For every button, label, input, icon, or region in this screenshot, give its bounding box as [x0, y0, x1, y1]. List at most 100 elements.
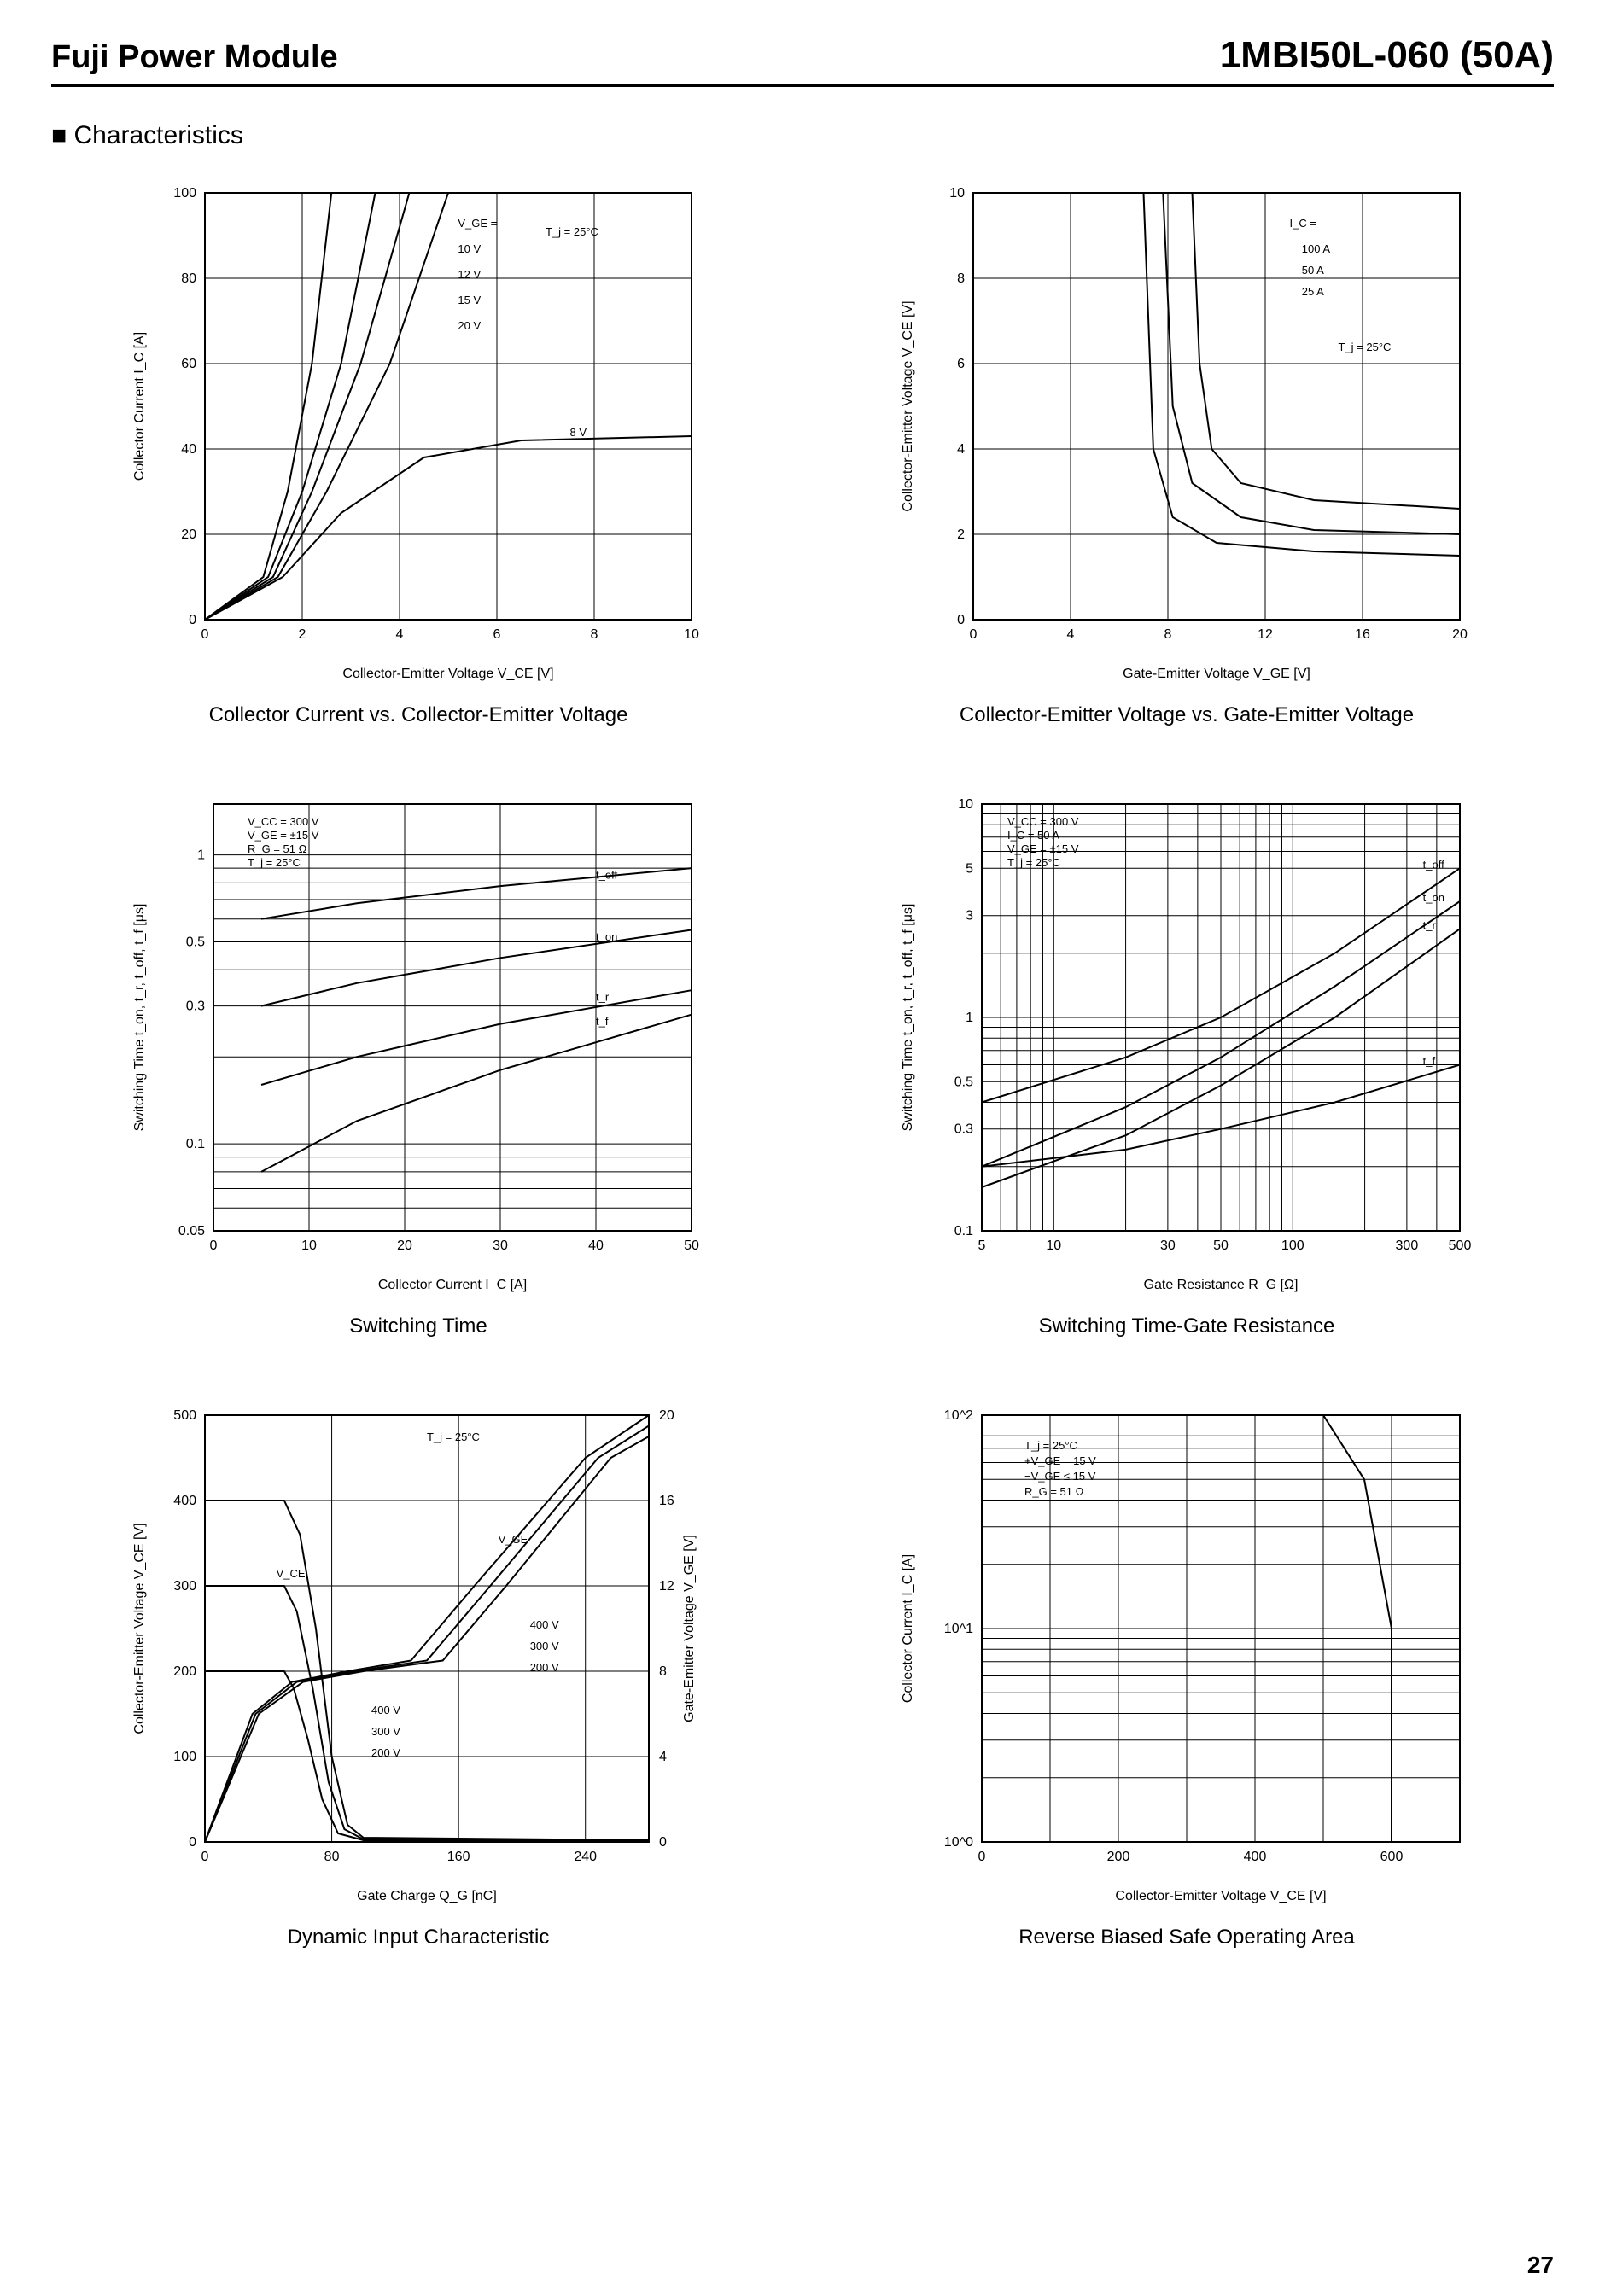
svg-text:20: 20: [397, 1238, 412, 1253]
svg-text:Gate-Emitter Voltage V_GE [V]: Gate-Emitter Voltage V_GE [V]: [682, 1535, 697, 1722]
chart-c4: 51030501003005000.10.30.513510t_offt_ont…: [854, 787, 1520, 1338]
svg-text:V_GE = ±15 V: V_GE = ±15 V: [1007, 842, 1079, 855]
svg-text:80: 80: [181, 271, 196, 286]
brand-title: Fuji Power Module: [51, 39, 338, 76]
svg-text:40: 40: [181, 442, 196, 457]
svg-text:300 V: 300 V: [371, 1725, 400, 1738]
svg-text:4: 4: [1067, 627, 1075, 642]
svg-text:50 A: 50 A: [1302, 264, 1324, 277]
svg-text:10: 10: [949, 186, 965, 201]
svg-text:T_j = 25°C: T_j = 25°C: [1339, 341, 1392, 353]
svg-text:60: 60: [181, 357, 196, 371]
svg-text:R_G = 51 Ω: R_G = 51 Ω: [248, 842, 307, 855]
svg-text:T_j = 25°C: T_j = 25°C: [427, 1431, 480, 1443]
svg-text:30: 30: [1160, 1238, 1176, 1253]
svg-text:3: 3: [966, 909, 973, 924]
chart-c2: 0481216200246810I_C =100 A50 A25 AT_j = …: [854, 176, 1520, 727]
svg-text:500: 500: [173, 1408, 196, 1423]
svg-text:t_r: t_r: [596, 990, 610, 1003]
svg-text:0.1: 0.1: [186, 1137, 205, 1151]
svg-text:160: 160: [447, 1850, 470, 1864]
chart-c1: 0246810020406080100V_GE =10 V12 V15 V20 …: [85, 176, 751, 727]
svg-text:8 V: 8 V: [570, 426, 587, 439]
svg-text:20: 20: [1452, 627, 1468, 642]
svg-text:300 V: 300 V: [530, 1640, 559, 1652]
svg-text:80: 80: [324, 1850, 340, 1864]
svg-text:200: 200: [1107, 1850, 1130, 1864]
svg-text:Collector-Emitter Voltage V_CE: Collector-Emitter Voltage V_CE [V]: [901, 300, 915, 511]
svg-text:8: 8: [1164, 627, 1172, 642]
svg-text:t_off: t_off: [1423, 858, 1444, 871]
svg-text:0.5: 0.5: [954, 1075, 973, 1089]
svg-text:100: 100: [1281, 1238, 1304, 1253]
svg-text:Gate Charge Q_G [nC]: Gate Charge Q_G [nC]: [357, 1889, 497, 1903]
svg-text:0.3: 0.3: [186, 999, 205, 1014]
svg-text:10: 10: [301, 1238, 317, 1253]
svg-text:Collector-Emitter Voltage V_CE: Collector-Emitter Voltage V_CE [V]: [132, 1523, 147, 1734]
svg-text:0: 0: [189, 613, 196, 627]
svg-text:V_CC = 300 V: V_CC = 300 V: [1007, 815, 1079, 828]
svg-text:I_C =: I_C =: [1290, 217, 1316, 230]
svg-text:I_C = 50 A: I_C = 50 A: [1007, 829, 1059, 842]
svg-text:12 V: 12 V: [458, 268, 481, 281]
svg-text:0: 0: [659, 1835, 667, 1850]
svg-text:T_j = 25°C: T_j = 25°C: [248, 856, 301, 869]
caption-c2: Collector-Emitter Voltage vs. Gate-Emitt…: [854, 703, 1520, 727]
svg-text:400 V: 400 V: [371, 1704, 400, 1716]
svg-text:Collector Current I_C [A]: Collector Current I_C [A]: [132, 332, 147, 481]
svg-text:0: 0: [210, 1238, 218, 1253]
svg-text:V_GE = ±15 V: V_GE = ±15 V: [248, 829, 319, 842]
svg-text:500: 500: [1449, 1238, 1472, 1253]
svg-text:V_GE: V_GE: [499, 1533, 528, 1546]
svg-text:0: 0: [189, 1835, 196, 1850]
caption-c1: Collector Current vs. Collector-Emitter …: [85, 703, 751, 727]
svg-text:10^2: 10^2: [944, 1408, 973, 1423]
svg-text:4: 4: [957, 442, 965, 457]
chart-c6: 020040060010^010^110^2T_j = 25°C+V_GE = …: [854, 1398, 1520, 1949]
svg-text:Switching Time t_on, t_r, t_of: Switching Time t_on, t_r, t_off, t_f [μs…: [132, 904, 147, 1132]
svg-text:2: 2: [299, 627, 306, 642]
svg-text:0.05: 0.05: [178, 1224, 205, 1238]
svg-text:10: 10: [958, 797, 973, 812]
caption-c4: Switching Time-Gate Resistance: [854, 1314, 1520, 1338]
svg-text:200: 200: [173, 1664, 196, 1679]
svg-text:1: 1: [966, 1011, 973, 1025]
svg-text:100: 100: [173, 1750, 196, 1764]
svg-text:t_off: t_off: [596, 868, 617, 881]
svg-text:8: 8: [591, 627, 598, 642]
svg-text:50: 50: [1213, 1238, 1229, 1253]
svg-text:10: 10: [1046, 1238, 1061, 1253]
svg-text:16: 16: [659, 1494, 674, 1508]
svg-text:300: 300: [1396, 1238, 1419, 1253]
svg-text:100: 100: [173, 186, 196, 201]
chart-c3: 010203040500.050.10.30.51t_offt_ont_rt_f…: [85, 787, 751, 1338]
svg-text:V_CE: V_CE: [277, 1567, 306, 1580]
svg-text:10 V: 10 V: [458, 242, 481, 255]
svg-text:200 V: 200 V: [530, 1661, 559, 1674]
svg-text:16: 16: [1355, 627, 1370, 642]
svg-text:Gate Resistance R_G [Ω]: Gate Resistance R_G [Ω]: [1144, 1278, 1299, 1292]
svg-text:10^0: 10^0: [944, 1835, 973, 1850]
svg-text:400: 400: [1244, 1850, 1267, 1864]
svg-text:40: 40: [588, 1238, 604, 1253]
svg-text:0: 0: [978, 1850, 986, 1864]
svg-text:T_j = 25°C: T_j = 25°C: [546, 225, 598, 238]
svg-text:10: 10: [684, 627, 699, 642]
svg-text:5: 5: [966, 861, 973, 876]
svg-text:0: 0: [957, 613, 965, 627]
caption-c6: Reverse Biased Safe Operating Area: [854, 1926, 1520, 1949]
svg-text:8: 8: [659, 1664, 667, 1679]
svg-text:0.5: 0.5: [186, 935, 205, 950]
svg-text:t_r: t_r: [1423, 918, 1437, 931]
svg-text:400: 400: [173, 1494, 196, 1508]
svg-text:10^1: 10^1: [944, 1622, 973, 1636]
svg-text:400 V: 400 V: [530, 1618, 559, 1631]
svg-text:Collector Current I_C [A]: Collector Current I_C [A]: [378, 1278, 527, 1292]
svg-text:20 V: 20 V: [458, 319, 481, 332]
svg-text:R_G = 51 Ω: R_G = 51 Ω: [1024, 1485, 1084, 1498]
svg-text:Collector-Emitter Voltage V_CE: Collector-Emitter Voltage V_CE [V]: [1115, 1889, 1326, 1903]
svg-text:t_f: t_f: [1423, 1054, 1436, 1067]
caption-c3: Switching Time: [85, 1314, 751, 1338]
svg-text:20: 20: [181, 527, 196, 542]
svg-text:15 V: 15 V: [458, 294, 481, 306]
